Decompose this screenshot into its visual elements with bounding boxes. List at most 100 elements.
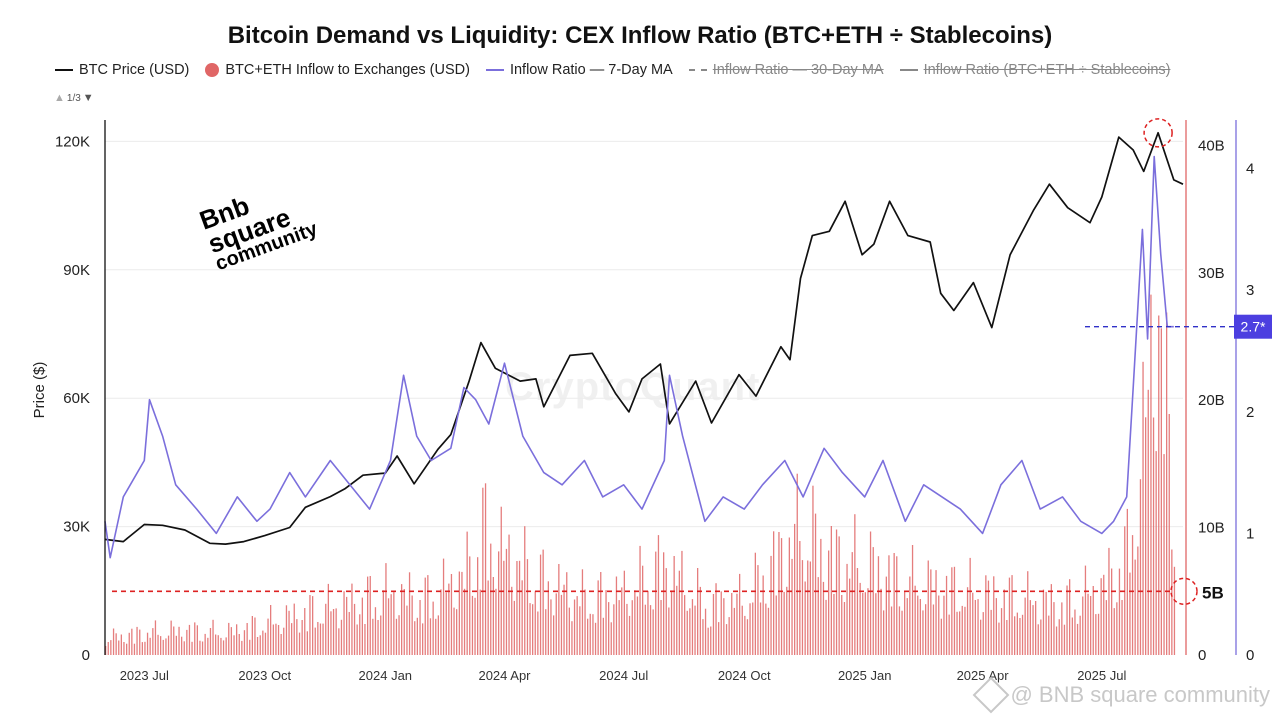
inflow-bar: [1173, 566, 1176, 655]
inflow-bar: [835, 529, 838, 655]
inflow-bar: [985, 575, 987, 655]
bottom-watermark-text: @ BNB square community: [1010, 682, 1270, 707]
pager-text: 1/3: [66, 92, 81, 104]
inflow-bar: [702, 619, 704, 655]
legend-label: Inflow Ratio — 7-Day MA: [509, 62, 673, 78]
x-tick-label: 2023 Jul: [120, 668, 169, 683]
legend-item-ratio-30d[interactable]: Inflow Ratio — 30-Day MA: [688, 62, 884, 78]
inflow-bar: [1021, 614, 1024, 655]
inflow-bar: [419, 600, 421, 655]
inflow-bar: [301, 620, 303, 655]
inflow-bar: [199, 640, 201, 655]
inflow-bar: [1042, 589, 1045, 655]
inflow-bar: [694, 605, 696, 655]
inflow-bar: [146, 632, 149, 655]
inflow-bar: [280, 634, 282, 655]
inflow-bar: [437, 615, 439, 655]
inflow-bar: [346, 596, 348, 655]
inflow-bar: [403, 589, 405, 655]
legend-item-btc-price[interactable]: BTC Price (USD): [55, 62, 189, 78]
legend-label: Inflow Ratio (BTC+ETH ÷ Stablecoins): [923, 62, 1171, 78]
x-tick-label: 2025 Jan: [838, 668, 892, 683]
inflow-bar: [340, 619, 343, 655]
inflow-bar: [228, 622, 230, 655]
inflow-bar: [710, 626, 712, 655]
inflow-bar: [642, 565, 644, 655]
inflow-bar: [1163, 454, 1165, 655]
inflow-bar: [1100, 578, 1102, 655]
inflow-bar: [534, 591, 536, 655]
x-tick-label: 2024 Jan: [359, 668, 413, 683]
inflow-bar: [901, 610, 903, 655]
inflow-bar: [804, 581, 806, 655]
inflow-bar: [712, 594, 715, 655]
inflow-bar: [969, 557, 971, 655]
inflow-bar: [495, 588, 497, 655]
legend-swatch-line: [485, 69, 504, 71]
inflow-bar: [888, 555, 890, 655]
inflow-bar: [367, 576, 369, 655]
inflow-bar: [775, 595, 777, 655]
inflow-bar: [149, 637, 151, 655]
inflow-bar: [859, 582, 861, 655]
inflow-bar: [741, 605, 743, 655]
inflow-bar: [1055, 626, 1058, 655]
legend-swatch-line: [55, 69, 73, 71]
inflow-bar: [801, 560, 804, 655]
ratio-current-badge: [1234, 314, 1272, 339]
pager-down-icon[interactable]: ▼: [82, 92, 94, 104]
inflow-bar: [304, 608, 306, 655]
x-tick-label: 2024 Apr: [478, 668, 531, 683]
inflow-bar: [812, 485, 814, 655]
inflow-bar: [605, 590, 607, 655]
inflow-bar: [649, 605, 652, 655]
inflow-bar: [330, 611, 332, 655]
inflow-bar: [754, 552, 756, 655]
inflow-bar: [869, 531, 872, 655]
inflow-bar: [126, 643, 128, 655]
inflow-bar: [558, 564, 560, 655]
legend-item-ratio-7d[interactable]: Inflow Ratio — 7-Day MA: [485, 62, 673, 78]
inflow-bar: [686, 610, 688, 655]
inflow-bar: [1019, 618, 1021, 655]
inflow-bar: [380, 615, 382, 655]
btc-price-line: [104, 131, 1184, 545]
inflow-bar: [429, 618, 432, 655]
inflow-bar: [427, 575, 429, 655]
pager-up-icon[interactable]: ▲: [54, 92, 65, 104]
inflow-bar: [1166, 312, 1168, 655]
inflow-bar: [243, 630, 246, 655]
inflow-bar: [759, 602, 762, 655]
inflow-ratio-7d-line: [104, 155, 1174, 559]
inflow-tick-label: 30B: [1198, 265, 1225, 282]
inflow-bar: [387, 598, 390, 655]
legend-item-inflow[interactable]: BTC+ETH Inflow to Exchanges (USD): [205, 62, 470, 78]
inflow-bar: [856, 568, 859, 655]
legend-item-ratio-raw[interactable]: Inflow Ratio (BTC+ETH ÷ Stablecoins): [899, 62, 1171, 78]
inflow-bar: [1103, 574, 1105, 655]
inflow-bar: [864, 592, 866, 655]
price-tick-label: 30K: [63, 519, 90, 536]
inflow-bar: [285, 605, 288, 655]
inflow-bar: [597, 580, 599, 655]
inflow-bar: [1137, 546, 1139, 655]
inflow-bar: [220, 637, 222, 655]
inflow-bar: [505, 548, 508, 655]
inflow-bar: [123, 642, 125, 655]
inflow-bar: [361, 597, 363, 655]
inflow-bar: [484, 483, 487, 655]
inflow-bar: [817, 577, 819, 655]
highlight-circle: [1170, 577, 1198, 606]
x-tick-label: 2025 Apr: [957, 668, 1010, 683]
inflow-bar: [270, 605, 272, 655]
inflow-bar: [791, 558, 793, 655]
inflow-bar: [1131, 535, 1134, 655]
inflow-bar: [1134, 559, 1136, 655]
inflow-bar: [251, 616, 253, 655]
inflow-bar: [1116, 602, 1118, 655]
inflow-bar: [948, 614, 950, 655]
inflow-bar: [634, 590, 636, 655]
inflow-bar: [128, 632, 130, 655]
inflow-bar: [728, 617, 730, 655]
inflow-bar: [254, 617, 256, 655]
